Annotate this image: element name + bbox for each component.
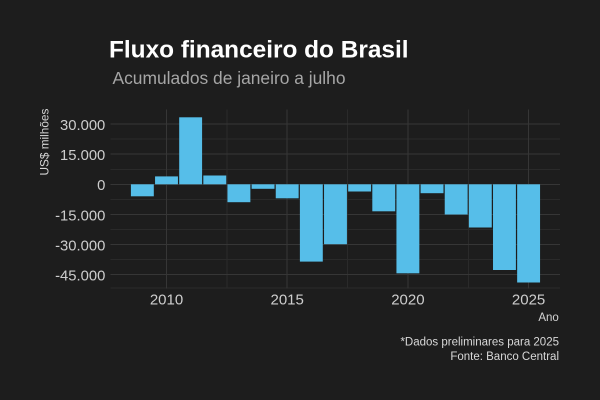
svg-text:Fonte: Banco Central: Fonte: Banco Central — [450, 351, 559, 363]
svg-text:-30.000: -30.000 — [55, 238, 105, 254]
svg-text:Fluxo financeiro do Brasil: Fluxo financeiro do Brasil — [109, 37, 409, 64]
svg-text:2010: 2010 — [150, 292, 183, 309]
svg-text:US$ milhões: US$ milhões — [38, 109, 52, 176]
svg-text:2020: 2020 — [391, 292, 424, 309]
svg-text:30.000: 30.000 — [60, 118, 105, 134]
svg-text:2025: 2025 — [512, 292, 545, 309]
svg-text:0: 0 — [97, 178, 105, 194]
svg-text:*Dados preliminares para 2025: *Dados preliminares para 2025 — [400, 336, 559, 348]
svg-text:Acumulados de janeiro a julho: Acumulados de janeiro a julho — [113, 68, 346, 88]
svg-text:2015: 2015 — [271, 292, 304, 309]
svg-text:-15.000: -15.000 — [55, 208, 105, 224]
svg-text:15.000: 15.000 — [60, 148, 105, 164]
svg-text:-45.000: -45.000 — [55, 269, 105, 285]
svg-text:Ano: Ano — [538, 312, 558, 324]
